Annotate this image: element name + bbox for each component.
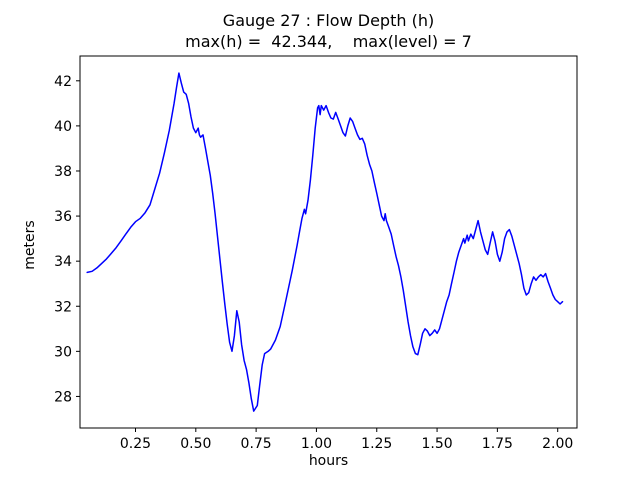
x-tick-label: 1.50: [421, 436, 452, 452]
y-tick-label: 40: [54, 119, 72, 135]
x-tick-label: 1.00: [301, 436, 332, 452]
y-axis-label: meters: [22, 220, 38, 270]
chart-subtitle: max(h) = 42.344, max(level) = 7: [185, 32, 472, 51]
x-tick-label: 1.25: [361, 436, 392, 452]
chart-title: Gauge 27 : Flow Depth (h): [222, 11, 435, 30]
flow-depth-line: [86, 72, 564, 412]
x-tick-label: 2.00: [542, 436, 573, 452]
y-tick-label: 42: [54, 74, 72, 90]
y-tick-label: 28: [54, 389, 72, 405]
x-tick-label: 1.75: [482, 436, 513, 452]
chart-title-block: Gauge 27 : Flow Depth (h) max(h) = 42.34…: [80, 10, 577, 52]
axes-frame: [79, 55, 578, 429]
y-tick-label: 36: [54, 209, 72, 225]
y-tick-label: 30: [54, 344, 72, 360]
y-tick-label: 34: [54, 254, 72, 270]
x-tick-label: 0.25: [120, 436, 151, 452]
y-tick-label: 32: [54, 299, 72, 315]
x-tick-label: 0.50: [180, 436, 211, 452]
x-tick-label: 0.75: [241, 436, 272, 452]
x-axis-label: hours: [308, 453, 349, 469]
y-tick-label: 38: [54, 164, 72, 180]
